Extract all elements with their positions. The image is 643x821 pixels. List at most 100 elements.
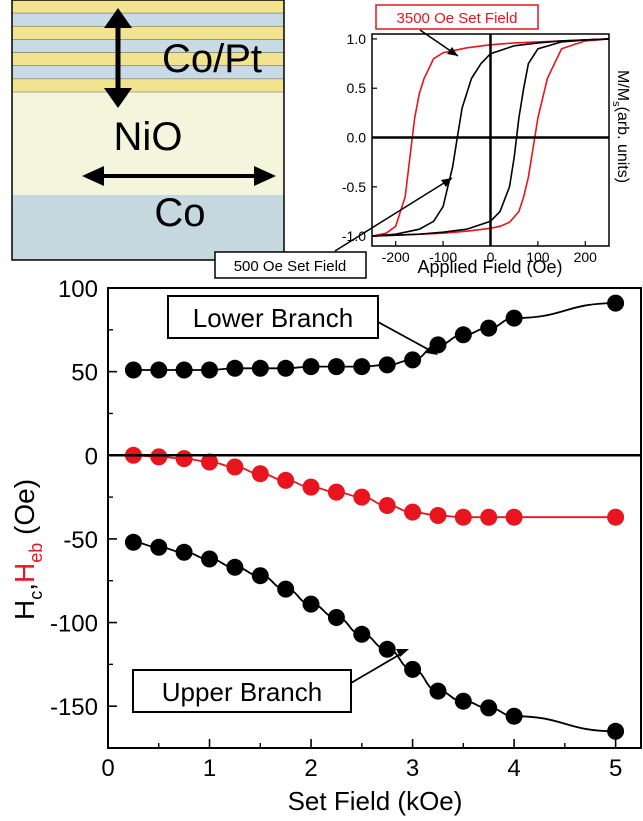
annotation-lower-branch-arrow [377,321,434,353]
copt-stripe [11,0,285,14]
data-point [150,538,168,556]
data-point [353,488,371,506]
main-y-tick-label: -150 [50,694,98,721]
annotation-500-oe-text: 500 Oe Set Field [234,258,347,275]
data-point [404,351,422,369]
inset-y-tick-label: 0.5 [347,80,367,96]
data-point [480,699,498,717]
main-x-tick-label: 5 [609,755,622,782]
main-x-tick-label: 3 [406,755,419,782]
main-x-axis-label: Set Field (kOe) [288,786,463,816]
data-point [429,682,447,700]
data-point [175,543,193,561]
annotation-upper-branch-text: Upper Branch [162,677,322,707]
data-point [277,359,295,377]
inset-y-tick-label: 1.0 [347,31,367,47]
data-point [327,358,345,376]
inset-x-tick-label: 100 [526,249,550,265]
data-point [251,567,269,585]
inset-y-tick-label: -0.5 [342,179,366,195]
data-point [302,358,320,376]
data-point [505,309,523,327]
data-point [175,361,193,379]
data-point [226,458,244,476]
layer-stack-diagram: Co/Pt NiO Co [11,0,285,261]
data-point [505,508,523,526]
inset-y-tick-label: 0.0 [347,130,367,146]
data-point [480,508,498,526]
data-point [505,707,523,725]
data-point [607,722,625,740]
main-x-tick-label: 1 [203,755,216,782]
data-point [454,326,472,344]
data-point [251,359,269,377]
co-layer [12,195,284,260]
main-x-tick-label: 2 [304,755,317,782]
stack-border [11,0,285,261]
data-point [201,453,218,471]
data-point [124,361,142,379]
annotation-3500-oe-text: 3500 Oe Set Field [397,10,518,27]
data-point [404,503,422,521]
annotation-upper-branch: Upper Branch [132,649,409,713]
inset-x-tick-label: 0 [487,249,495,265]
main-axes: 0 1 2 3 4 5 100 50 0 -50 -100 -150 [50,276,642,782]
annotation-500-oe: 500 Oe Set Field [214,177,453,279]
data-point [378,640,396,658]
main-y-axis-label: Hc,Heb (Oe) [9,479,46,620]
data-point [201,550,218,568]
annotation-3500-oe-arrowhead [447,47,458,56]
annotation-upper-branch-arrowhead [396,649,409,657]
main-y-tick-label: 100 [58,276,98,303]
data-point [277,471,295,489]
data-point [226,558,244,576]
annotation-upper-branch-arrow [350,651,405,684]
annotation-lower-branch: Lower Branch [167,295,438,355]
main-x-tick-label: 4 [507,755,520,782]
data-point [251,465,269,483]
data-point [353,358,371,376]
annotation-lower-branch-text: Lower Branch [193,303,353,333]
copt-label: Co/Pt [162,37,262,81]
data-point [302,595,320,613]
data-point [175,450,193,468]
data-point [607,294,625,312]
nio-label: NiO [114,115,183,159]
horizontal-double-arrow-icon [82,166,276,186]
main-y-tick-label: -100 [50,611,98,638]
hysteresis-loop-branch [371,38,610,237]
data-point [327,609,345,626]
data-point [150,448,168,466]
data-point [226,359,244,377]
data-point [607,508,625,526]
co-label: Co [154,191,205,235]
annotation-500-oe-arrowhead [441,178,452,187]
vertical-double-arrow-icon [104,8,132,108]
inset-axes: -200 -100 0 100 200 1.0 0.5 0.0 -0.5 -1.0 [342,31,610,265]
data-point [454,508,472,526]
data-point [277,580,295,598]
data-point [353,625,371,643]
data-point [327,483,345,501]
main-y-tick-label: -50 [63,527,98,554]
main-x-tick-label: 0 [101,755,114,782]
annotation-lower-branch-arrowhead [426,345,438,355]
data-point [480,319,498,337]
data-point [378,356,396,374]
annotation-3500-oe: 3500 Oe Set Field [375,4,539,57]
data-point [302,478,320,496]
data-point [404,660,422,678]
data-point [429,507,447,524]
inset-x-tick-label: 200 [574,249,598,265]
main-y-tick-label: 50 [71,360,98,387]
hysteresis-inset-chart: -200 -100 0 100 200 1.0 0.5 0.0 -0.5 -1.0 Applied… [214,4,631,279]
hysteresis-curves [371,38,610,237]
data-point [124,533,142,551]
annotation-500-oe-arrow [334,177,453,252]
data-point [378,497,396,514]
inset-x-tick-label: -100 [429,249,457,265]
hysteresis-loop-branch [371,38,610,237]
main-frame [107,287,642,749]
